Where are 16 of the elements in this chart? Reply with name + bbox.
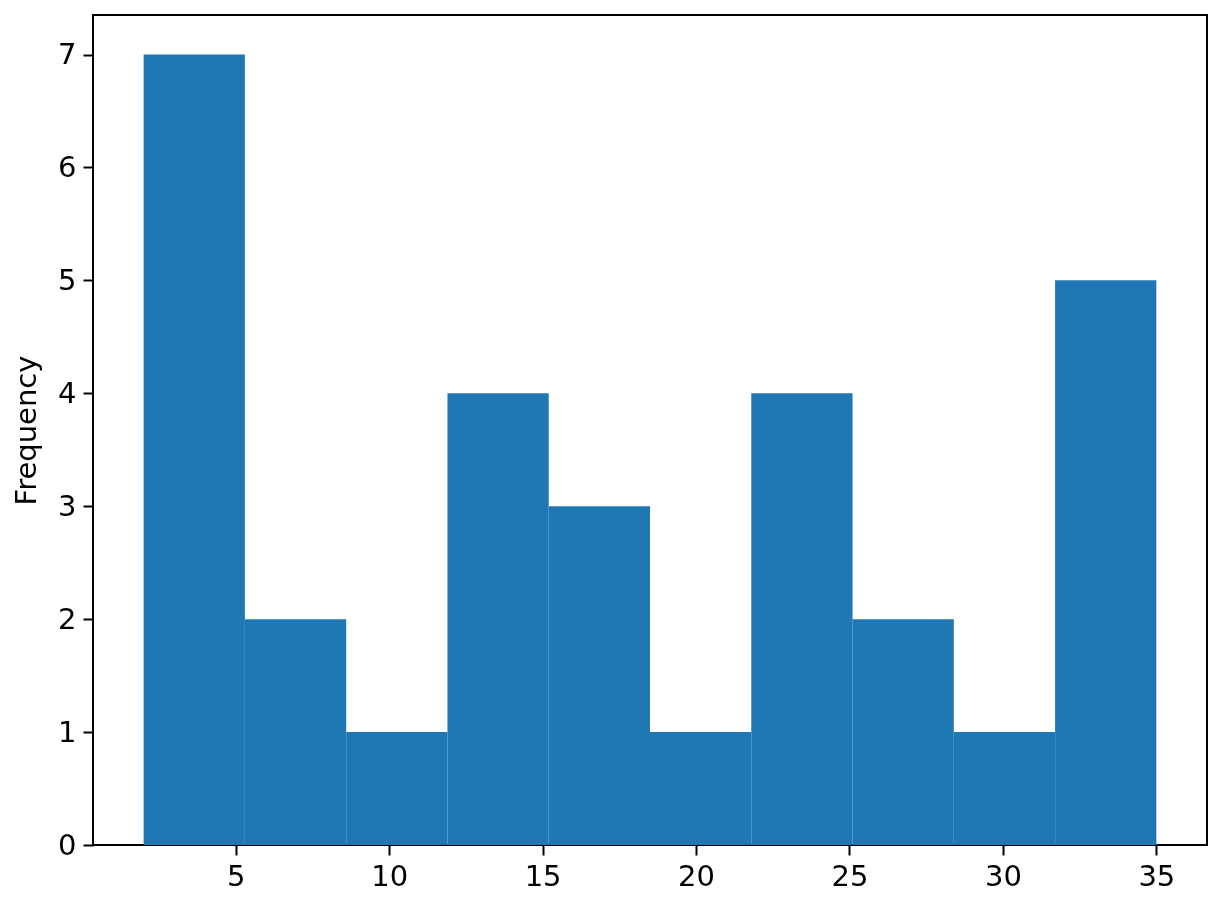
y-tick-label: 2: [58, 601, 77, 636]
y-axis-title: Frequency: [9, 355, 44, 506]
x-tick-label: 10: [371, 858, 409, 893]
x-tick-label: 15: [524, 858, 562, 893]
x-tick-label: 30: [984, 858, 1022, 893]
x-tick-label: 25: [831, 858, 869, 893]
y-tick-label: 1: [58, 714, 77, 749]
y-tick-label: 5: [58, 262, 77, 297]
x-tick-label: 35: [1138, 858, 1176, 893]
y-tick-label: 0: [58, 827, 77, 862]
y-tick-label: 6: [58, 149, 77, 184]
y-tick-label: 7: [58, 37, 77, 72]
x-tick-label: 5: [226, 858, 246, 893]
y-tick-label: 3: [58, 488, 77, 523]
x-tick-label: 20: [678, 858, 715, 893]
y-tick-label: 4: [58, 375, 77, 410]
